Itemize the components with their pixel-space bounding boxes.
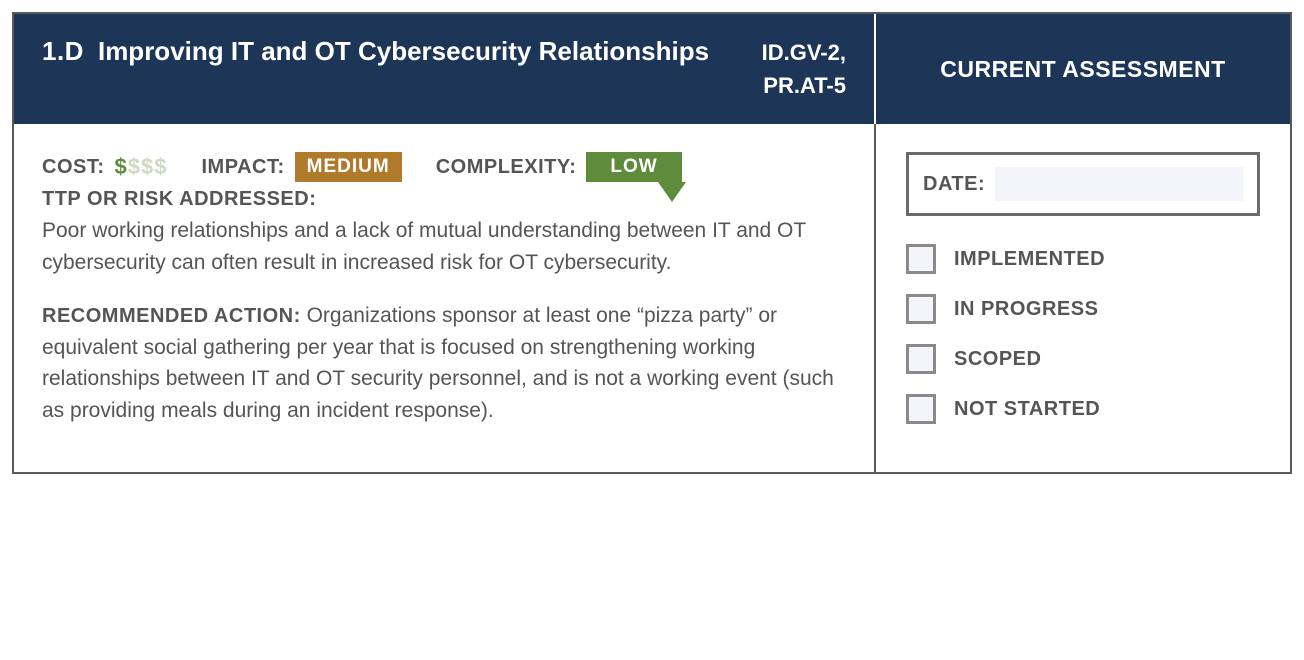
assessment-option: IMPLEMENTED <box>906 244 1260 274</box>
complexity-tag-wrap: LOW <box>586 152 681 182</box>
assessment-options: IMPLEMENTED IN PROGRESS SCOPED NOT STARTED <box>906 244 1260 424</box>
checkbox[interactable] <box>906 294 936 324</box>
complexity-label: COMPLEXITY: <box>436 156 577 179</box>
impact-tag: MEDIUM <box>295 152 402 182</box>
meta-row: COST: $$$$ IMPACT: MEDIUM COMPLEXITY: LO… <box>42 152 846 182</box>
dollar-empty-icon: $ <box>154 154 167 179</box>
date-box: DATE: <box>906 152 1260 216</box>
cost-label: COST: <box>42 156 105 179</box>
assessment-option: NOT STARTED <box>906 394 1260 424</box>
reference-codes: ID.GV-2, PR.AT-5 <box>762 36 846 102</box>
checkbox-label: NOT STARTED <box>954 398 1100 421</box>
checkbox[interactable] <box>906 244 936 274</box>
goal-title: Improving IT and OT Cybersecurity Relati… <box>98 36 742 67</box>
goal-card: 1.D Improving IT and OT Cybersecurity Re… <box>12 12 1292 474</box>
dollar-empty-icon: $ <box>141 154 154 179</box>
goal-id: 1.D <box>42 36 84 67</box>
header-row: 1.D Improving IT and OT Cybersecurity Re… <box>14 14 1290 124</box>
ref-line-2: PR.AT-5 <box>762 69 846 102</box>
body-row: COST: $$$$ IMPACT: MEDIUM COMPLEXITY: LO… <box>14 124 1290 472</box>
recommended-action-block: RECOMMENDED ACTION: Organizations sponso… <box>42 300 846 426</box>
ttp-text: Poor working relationships and a lack of… <box>42 215 846 278</box>
checkbox[interactable] <box>906 344 936 374</box>
cost-indicator: $$$$ <box>115 154 168 180</box>
body-left: COST: $$$$ IMPACT: MEDIUM COMPLEXITY: LO… <box>14 124 876 472</box>
dollar-filled-icon: $ <box>115 154 128 179</box>
header-left: 1.D Improving IT and OT Cybersecurity Re… <box>14 14 876 124</box>
checkbox[interactable] <box>906 394 936 424</box>
assessment-option: SCOPED <box>906 344 1260 374</box>
ttp-label: TTP OR RISK ADDRESSED: <box>42 188 846 211</box>
dollar-empty-icon: $ <box>128 154 141 179</box>
assessment-option: IN PROGRESS <box>906 294 1260 324</box>
arrow-down-icon <box>658 182 686 202</box>
date-input[interactable] <box>995 167 1243 201</box>
impact-label: IMPACT: <box>202 156 285 179</box>
checkbox-label: IN PROGRESS <box>954 298 1098 321</box>
date-label: DATE: <box>923 173 985 196</box>
checkbox-label: IMPLEMENTED <box>954 248 1105 271</box>
assessment-header: CURRENT ASSESSMENT <box>876 14 1290 124</box>
action-label: RECOMMENDED ACTION: <box>42 305 301 327</box>
assessment-panel: DATE: IMPLEMENTED IN PROGRESS SCOPED NOT ST… <box>876 124 1290 472</box>
complexity-tag: LOW <box>586 152 681 182</box>
checkbox-label: SCOPED <box>954 348 1041 371</box>
ref-line-1: ID.GV-2, <box>762 36 846 69</box>
